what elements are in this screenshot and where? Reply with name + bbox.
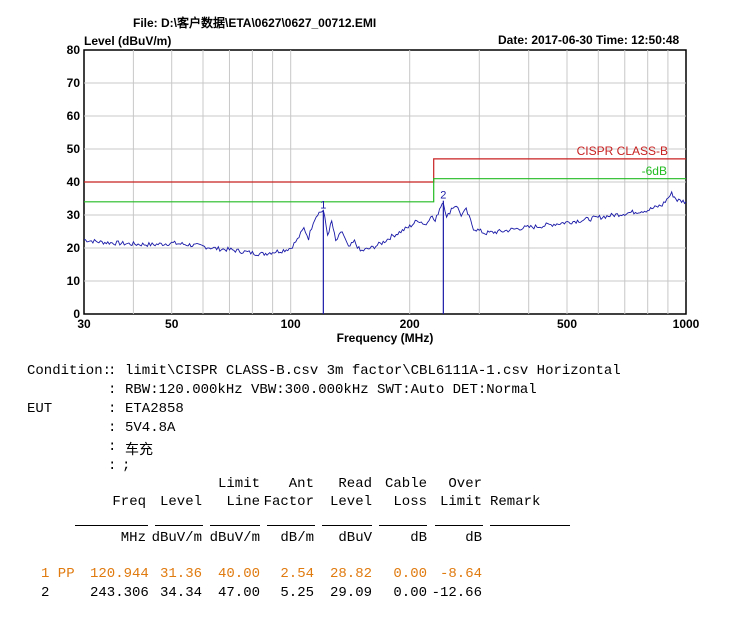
header-ant: Ant bbox=[288, 476, 314, 492]
marker-label-2: 2 bbox=[440, 190, 446, 202]
row-2-over: -12.66 bbox=[431, 585, 482, 601]
eut-model: ETA2858 bbox=[125, 401, 184, 417]
unit-level: dBuV/m bbox=[151, 530, 202, 546]
row-2-no: 2 bbox=[41, 585, 50, 601]
header-line: Line bbox=[226, 494, 260, 510]
eut-label: EUT bbox=[27, 401, 53, 417]
eut-description: 车充 bbox=[125, 443, 153, 459]
header-limit: Limit bbox=[217, 476, 260, 492]
date-time: Date: 2017-06-30 Time: 12:50:48 bbox=[498, 33, 680, 47]
header-read: Read bbox=[338, 476, 372, 492]
condition-line-1: limit\CISPR CLASS-B.csv 3m factor\CBL611… bbox=[125, 363, 621, 379]
margin-label: -6dB bbox=[642, 164, 667, 178]
row-2-read: 29.09 bbox=[329, 585, 372, 601]
unit-freq: MHz bbox=[120, 530, 146, 546]
header-rule-remark bbox=[490, 525, 570, 526]
header-level: Level bbox=[159, 494, 202, 510]
x-tick-label-50: 50 bbox=[165, 317, 179, 331]
x-tick-label-1000: 1000 bbox=[673, 317, 700, 331]
row-1-level: 31.36 bbox=[159, 566, 202, 582]
y-tick-label-50: 50 bbox=[67, 142, 81, 156]
emi-chart: 0 10 20 30 40 50 60 70 80 30 50 100 200 500 1000 1 2 L… bbox=[67, 34, 700, 345]
row-1-freq: 120.944 bbox=[90, 566, 149, 582]
y-tick-label-60: 60 bbox=[67, 109, 81, 123]
row-1-cable: 0.00 bbox=[393, 566, 427, 582]
eut-power: 5V4.8A bbox=[125, 420, 176, 436]
limit-label: CISPR CLASS-B bbox=[577, 144, 668, 158]
header-rule-read bbox=[322, 525, 372, 526]
condition-line-2: RBW:120.000kHz VBW:300.000kHz SWT:Auto D… bbox=[125, 382, 537, 398]
eut-colon-4: : bbox=[108, 458, 117, 474]
condition-colon-1: : bbox=[108, 363, 117, 379]
margin-line bbox=[84, 178, 686, 203]
row-2-level: 34.34 bbox=[159, 585, 202, 601]
unit-read: dBuV bbox=[338, 530, 372, 546]
y-tick-label-0: 0 bbox=[73, 307, 80, 321]
header-cable: Cable bbox=[384, 476, 427, 492]
header-remark: Remark bbox=[490, 494, 541, 510]
header-over: Over bbox=[448, 476, 482, 492]
row-2-limit: 47.00 bbox=[217, 585, 260, 601]
unit-limit: dBuV/m bbox=[209, 530, 260, 546]
x-tick-label-200: 200 bbox=[400, 317, 420, 331]
header-rule-level bbox=[155, 525, 203, 526]
y-tick-label-40: 40 bbox=[67, 175, 81, 189]
eut-colon-1: : bbox=[108, 401, 117, 417]
measurement-trace bbox=[83, 190, 687, 257]
header-over-limit: Limit bbox=[439, 494, 482, 510]
header-freq: Freq bbox=[112, 494, 146, 510]
x-tick-label-100: 100 bbox=[281, 317, 301, 331]
row-1-limit: 40.00 bbox=[217, 566, 260, 582]
y-tick-label-20: 20 bbox=[67, 241, 81, 255]
y-tick-label-30: 30 bbox=[67, 208, 81, 222]
y-tick-label-80: 80 bbox=[67, 43, 81, 57]
header-rule-over bbox=[435, 525, 483, 526]
header-rule-freq bbox=[75, 525, 148, 526]
unit-ant: dB/m bbox=[280, 530, 314, 546]
file-path: File: D:\客户数据\ETA\0627\0627_00712.EMI bbox=[133, 16, 377, 30]
header-read-level: Level bbox=[329, 494, 372, 510]
row-1-ant: 2.54 bbox=[280, 566, 314, 582]
header-loss: Loss bbox=[393, 494, 427, 510]
x-tick-label-30: 30 bbox=[77, 317, 91, 331]
header-rule-cable bbox=[379, 525, 427, 526]
header-factor: Factor bbox=[263, 494, 314, 510]
row-2-cable: 0.00 bbox=[393, 585, 427, 601]
row-1-read: 28.82 bbox=[329, 566, 372, 582]
header-rule-limit bbox=[210, 525, 260, 526]
row-2-freq: 243.306 bbox=[90, 585, 149, 601]
eut-colon-3: : bbox=[108, 439, 117, 455]
row-1-no: 1 PP bbox=[41, 566, 75, 582]
limit-line bbox=[84, 158, 686, 183]
unit-cable: dB bbox=[410, 530, 427, 546]
marker-label-1: 1 bbox=[320, 200, 326, 212]
x-tick-label-500: 500 bbox=[557, 317, 577, 331]
x-axis-label: Frequency (MHz) bbox=[337, 331, 434, 345]
row-2-ant: 5.25 bbox=[280, 585, 314, 601]
condition-label: Condition: bbox=[27, 363, 112, 379]
eut-colon-2: : bbox=[108, 420, 117, 436]
y-tick-label-10: 10 bbox=[67, 274, 81, 288]
y-axis-label: Level (dBuV/m) bbox=[84, 34, 171, 48]
row-1-over: -8.64 bbox=[439, 566, 482, 582]
eut-note: ; bbox=[122, 458, 131, 474]
header-rule-ant bbox=[267, 525, 315, 526]
unit-over: dB bbox=[465, 530, 482, 546]
condition-colon-2: : bbox=[108, 382, 117, 398]
y-tick-label-70: 70 bbox=[67, 76, 81, 90]
